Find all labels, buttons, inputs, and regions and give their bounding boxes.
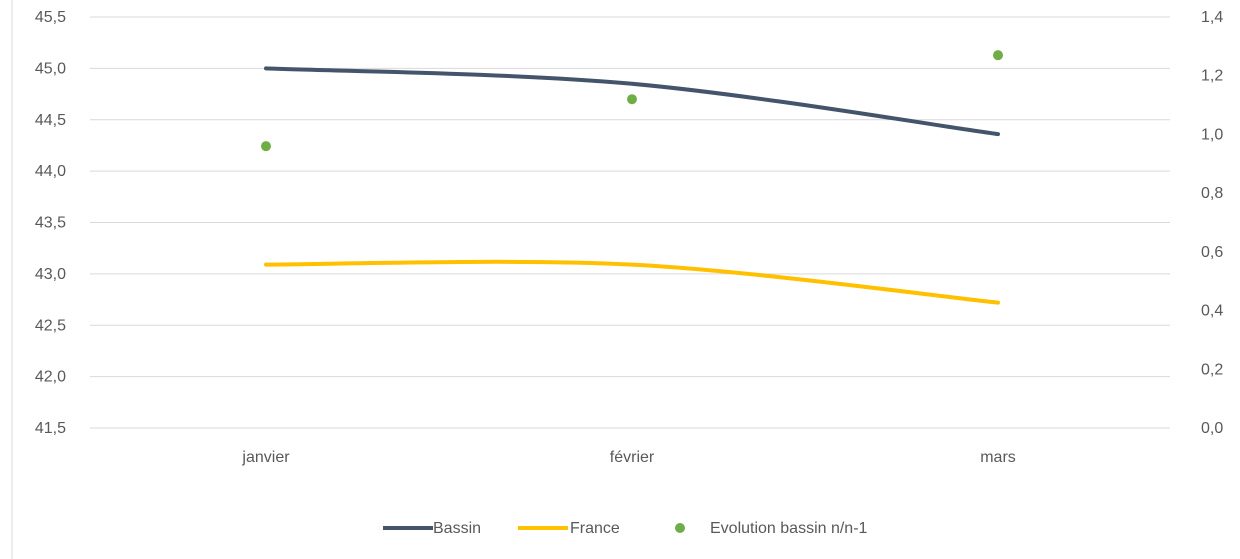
x-axis: janvier février mars [241, 449, 1015, 466]
series-layer [261, 50, 1003, 305]
legend-label-france: France [570, 520, 620, 537]
right-tick-label: 0,4 [1201, 303, 1223, 320]
left-tick-label: 42,0 [35, 369, 66, 386]
series-point-evolution-bassin-n-n-1 [261, 141, 271, 152]
left-tick-label: 44,5 [35, 112, 66, 129]
legend-label-evolution-bassin-n-n-1: Evolution bassin n/n-1 [710, 520, 868, 537]
x-tick-label: février [610, 449, 655, 466]
right-tick-label: 1,2 [1201, 68, 1223, 85]
series-point-evolution-bassin-n-n-1 [993, 50, 1003, 61]
legend: Bassin France Evolution bassin n/n-1 [383, 520, 868, 537]
left-tick-label: 43,0 [35, 266, 66, 283]
x-tick-label: mars [980, 449, 1016, 466]
legend-label-bassin: Bassin [433, 520, 481, 537]
left-tick-label: 41,5 [35, 420, 66, 437]
right-tick-label: 0,8 [1201, 185, 1223, 202]
left-tick-label: 45,0 [35, 60, 66, 77]
left-tick-label: 42,5 [35, 317, 66, 334]
series-point-evolution-bassin-n-n-1 [627, 94, 637, 105]
legend-swatch-evolution-bassin-n-n-1 [675, 523, 685, 533]
right-tick-label: 0,6 [1201, 244, 1223, 261]
right-tick-label: 0,0 [1201, 420, 1223, 437]
left-tick-label: 44,0 [35, 163, 66, 180]
series-line-bassin [264, 66, 1000, 137]
right-tick-label: 1,4 [1201, 9, 1223, 26]
series-line-france [264, 259, 1000, 305]
left-tick-label: 45,5 [35, 9, 66, 26]
right-tick-label: 0,2 [1201, 361, 1223, 378]
x-tick-label: janvier [241, 449, 290, 466]
chart-area-border [11, 0, 13, 559]
right-axis: 0,0 0,2 0,4 0,6 0,8 1,0 1,2 1,4 [1201, 9, 1223, 437]
right-tick-label: 1,0 [1201, 126, 1223, 143]
left-tick-label: 43,5 [35, 215, 66, 232]
left-axis: 41,5 42,0 42,5 43,0 43,5 44,0 44,5 45,0 45,5 [35, 9, 66, 437]
gridlines [90, 16, 1170, 429]
